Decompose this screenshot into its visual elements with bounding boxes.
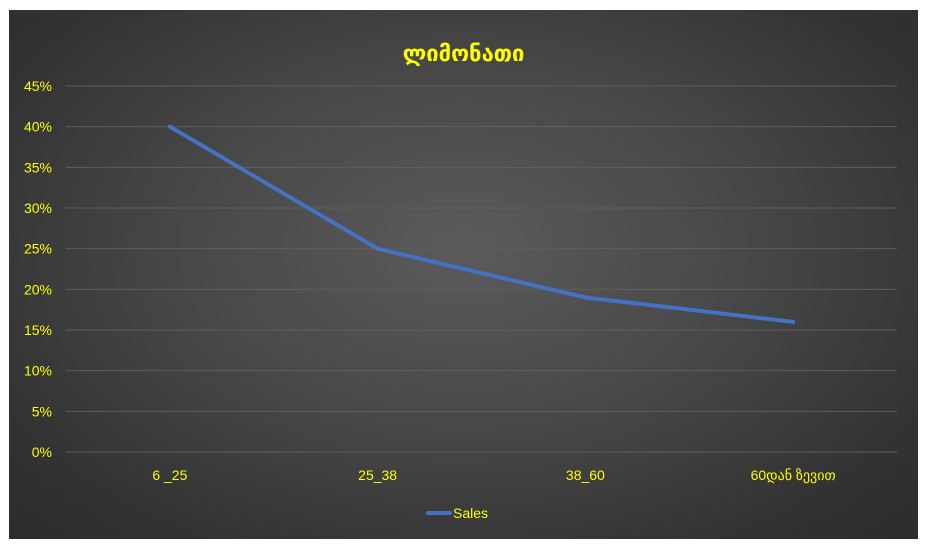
y-tick-label: 35%	[24, 159, 52, 175]
line-chart: 0% 5% 10% 15% 20% 25% 30% 35% 40% 45% 6 _25 25_38 3…	[24, 78, 897, 521]
series-layer	[167, 124, 796, 324]
y-tick-label: 20%	[24, 281, 52, 297]
legend-label: Sales	[453, 505, 488, 521]
y-tick-label: 30%	[24, 200, 52, 216]
data-point	[583, 295, 588, 300]
data-point	[167, 124, 172, 129]
y-tick-label: 10%	[24, 363, 52, 379]
data-point	[791, 319, 796, 324]
x-axis-ticks: 6 _25 25_38 38_60 60დან ზევით	[152, 467, 835, 484]
y-tick-label: 0%	[32, 444, 52, 460]
chart-title: ლიმონათი	[402, 42, 525, 67]
x-tick-label: 60დან ზევით	[751, 467, 836, 484]
y-tick-label: 5%	[32, 403, 52, 419]
series-line-sales	[167, 124, 796, 324]
x-tick-label: 6 _25	[152, 467, 187, 483]
y-tick-label: 45%	[24, 78, 52, 94]
data-point	[375, 246, 380, 251]
chart-area: ლიმონათი 0% 5% 10% 15% 20% 25% 30% 35% 40% 45% 6 …	[9, 10, 918, 539]
x-tick-label: 38_60	[566, 467, 605, 483]
gridlines	[66, 85, 897, 453]
y-axis-ticks: 0% 5% 10% 15% 20% 25% 30% 35% 40% 45%	[24, 78, 52, 460]
y-tick-label: 40%	[24, 119, 52, 135]
legend: Sales	[426, 505, 488, 521]
y-tick-label: 15%	[24, 322, 52, 338]
y-tick-label: 25%	[24, 241, 52, 257]
x-tick-label: 25_38	[358, 467, 397, 483]
